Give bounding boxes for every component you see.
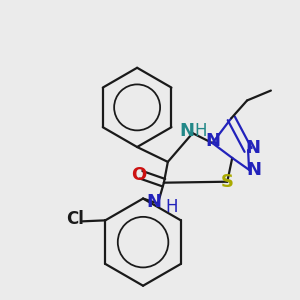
Text: O: O [131, 166, 147, 184]
Text: S: S [221, 173, 234, 191]
Text: N: N [179, 122, 194, 140]
Text: N: N [247, 161, 262, 179]
Text: N: N [146, 193, 161, 211]
Text: N: N [205, 132, 220, 150]
Text: H: H [166, 199, 178, 217]
Text: H: H [194, 122, 207, 140]
Text: Cl: Cl [66, 210, 84, 228]
Text: N: N [245, 139, 260, 157]
